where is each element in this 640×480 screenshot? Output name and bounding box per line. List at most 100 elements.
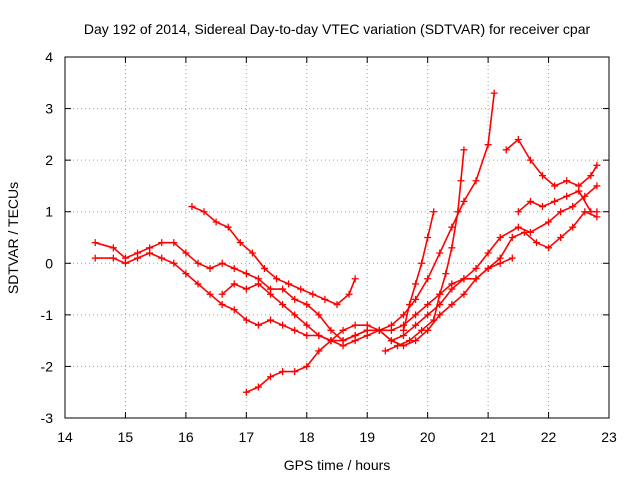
data-point — [508, 254, 516, 262]
data-point — [563, 177, 571, 185]
data-point — [303, 321, 311, 329]
data-point — [532, 239, 540, 247]
data-point — [109, 244, 117, 252]
data-point — [158, 239, 166, 247]
data-point — [424, 234, 432, 241]
grid — [65, 57, 609, 418]
series-track-4 — [218, 254, 516, 345]
series-layer — [91, 89, 601, 396]
data-point — [339, 337, 347, 345]
data-point — [279, 301, 287, 309]
data-point — [267, 316, 275, 324]
data-point — [436, 311, 444, 319]
data-point — [448, 280, 456, 288]
data-point — [327, 326, 335, 334]
data-point — [206, 290, 214, 298]
data-point — [194, 259, 202, 267]
data-point — [321, 295, 329, 303]
data-point — [442, 270, 450, 278]
x-tick-label: 21 — [480, 429, 496, 445]
series-track-5 — [242, 89, 498, 396]
data-point — [351, 275, 359, 283]
data-point — [188, 203, 196, 211]
series-track-3 — [188, 203, 359, 309]
data-point — [242, 316, 250, 324]
data-point — [575, 187, 583, 195]
data-point — [557, 234, 565, 241]
series-line — [505, 138, 598, 187]
data-point — [242, 270, 250, 278]
data-point — [593, 182, 601, 190]
x-tick-label: 14 — [57, 429, 73, 445]
data-point — [279, 285, 287, 293]
data-point — [448, 244, 456, 252]
y-tick-label: 0 — [45, 255, 53, 271]
data-point — [218, 259, 226, 267]
data-point — [254, 321, 262, 329]
data-point — [460, 290, 468, 298]
data-point — [387, 321, 395, 329]
y-tick-label: 1 — [45, 204, 53, 220]
data-point — [279, 368, 287, 376]
data-point — [514, 208, 522, 216]
data-point — [134, 254, 142, 262]
data-point — [545, 218, 553, 226]
data-point — [267, 373, 275, 381]
data-point — [279, 321, 287, 329]
y-tick-label: -2 — [41, 358, 54, 374]
series-line — [95, 210, 598, 347]
data-point — [472, 264, 480, 272]
data-point — [436, 249, 444, 257]
data-point — [484, 249, 492, 257]
data-point — [91, 239, 99, 247]
data-point — [182, 270, 190, 278]
data-point — [158, 254, 166, 262]
data-point — [457, 177, 465, 185]
data-point — [327, 337, 335, 345]
x-tick-label: 19 — [359, 429, 375, 445]
data-point — [309, 290, 317, 298]
data-point — [569, 223, 577, 231]
x-tick-labels: 14 15 16 17 18 19 20 21 22 23 — [57, 429, 617, 445]
data-point — [502, 146, 510, 154]
data-point — [418, 259, 426, 267]
x-tick-label: 15 — [118, 429, 134, 445]
x-tick-label: 17 — [239, 429, 255, 445]
plot-frame — [64, 56, 610, 419]
data-point — [194, 280, 202, 288]
data-point — [291, 311, 299, 319]
data-point — [315, 311, 323, 319]
data-point — [514, 136, 522, 144]
series-line — [402, 211, 435, 331]
data-point — [109, 254, 117, 262]
data-point — [412, 321, 420, 329]
data-point — [430, 316, 438, 324]
data-point — [267, 290, 275, 298]
data-point — [351, 331, 359, 339]
data-point — [218, 301, 226, 309]
data-point — [230, 306, 238, 314]
data-point — [460, 275, 468, 283]
data-point — [218, 290, 226, 298]
data-point — [424, 326, 432, 334]
data-point — [303, 301, 311, 309]
data-point — [242, 388, 250, 396]
data-point — [345, 290, 353, 298]
data-point — [526, 156, 534, 164]
data-point — [170, 239, 178, 247]
series-track-7 — [399, 208, 438, 334]
data-point — [230, 280, 238, 288]
data-point — [212, 218, 220, 226]
data-point — [248, 249, 256, 257]
y-axis-label: SDTVAR / TECUs — [5, 182, 21, 294]
data-point — [484, 141, 492, 149]
x-tick-label: 23 — [601, 429, 617, 445]
data-point — [539, 172, 547, 180]
data-point — [381, 347, 389, 355]
data-point — [496, 234, 504, 241]
data-point — [569, 203, 577, 211]
data-point — [412, 311, 420, 319]
series-track-9 — [514, 187, 601, 216]
data-point — [363, 326, 371, 334]
